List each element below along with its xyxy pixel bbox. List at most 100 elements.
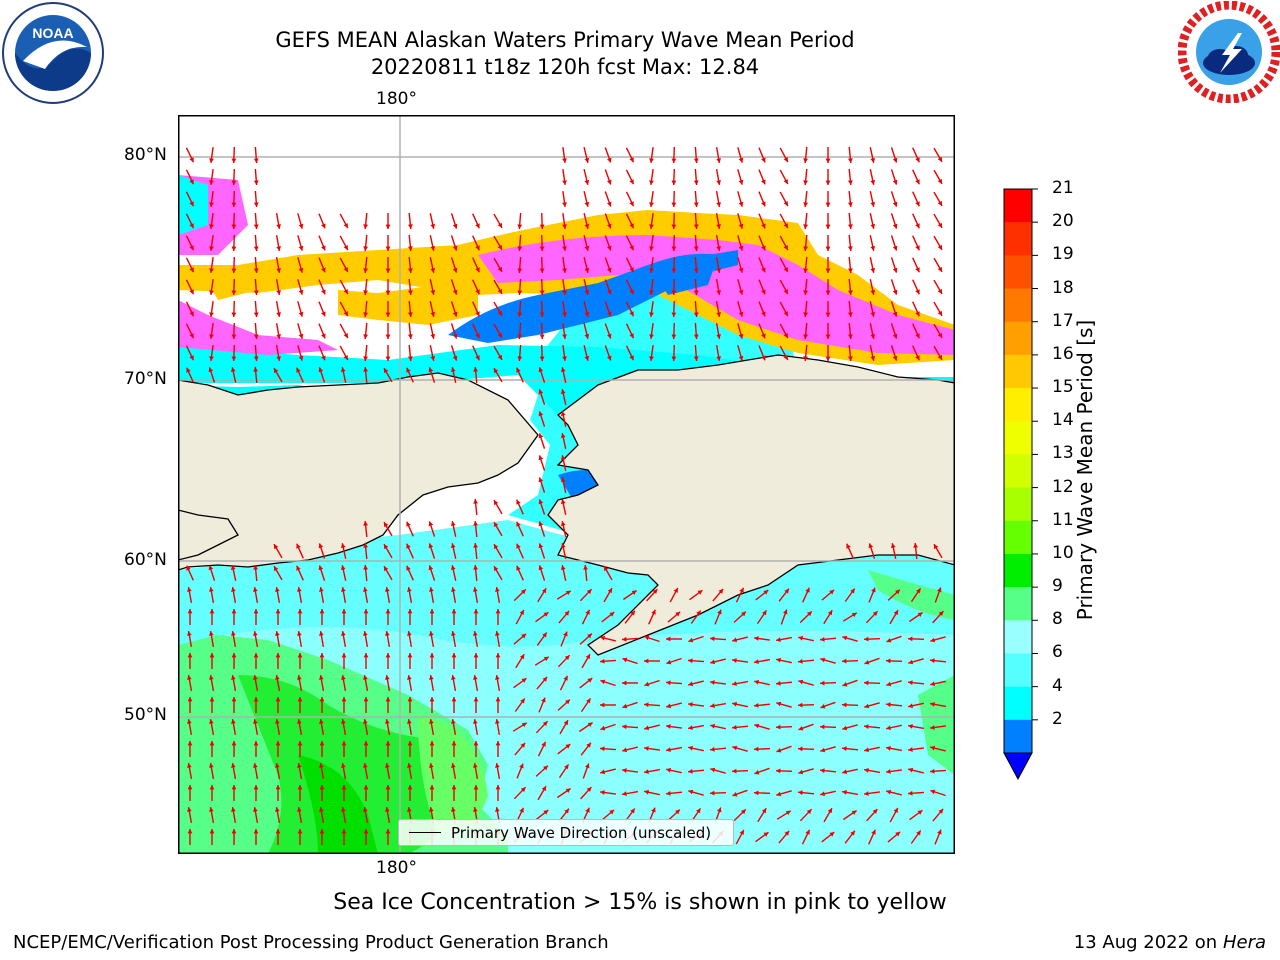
wave-direction-arrowhead bbox=[341, 741, 347, 746]
wave-direction-arrowhead bbox=[587, 633, 592, 639]
wave-direction-arrowhead bbox=[363, 785, 369, 790]
wave-direction-arrowhead bbox=[717, 609, 722, 615]
wave-direction-arrowhead bbox=[495, 719, 500, 724]
wave-direction-arrowhead bbox=[870, 224, 876, 229]
wave-direction-arrowhead bbox=[187, 609, 193, 614]
wave-direction-arrowhead bbox=[429, 719, 434, 724]
wave-direction-arrowhead bbox=[452, 289, 458, 295]
wave-direction-arrowhead bbox=[318, 565, 324, 571]
wave-direction-arrowhead bbox=[937, 244, 942, 250]
wave-direction-arrowhead bbox=[231, 741, 237, 746]
wave-direction-arrowhead bbox=[209, 268, 214, 273]
wave-direction-arrowhead bbox=[738, 157, 744, 163]
wave-direction-arrowhead bbox=[783, 311, 788, 317]
wave-direction-arrowhead bbox=[385, 356, 391, 361]
wave-direction-arrowhead bbox=[916, 588, 921, 594]
wave-direction-arrowhead bbox=[864, 703, 870, 709]
wave-direction-arrowhead bbox=[776, 768, 781, 774]
wave-direction-arrowhead bbox=[541, 697, 546, 703]
wave-direction-arrowhead bbox=[231, 224, 237, 229]
wave-direction-arrowhead bbox=[428, 367, 434, 373]
wave-direction-arrowhead bbox=[783, 267, 788, 273]
wave-direction-arrowhead bbox=[565, 590, 571, 596]
wave-direction-arrowhead bbox=[517, 334, 523, 339]
wave-direction-arrowhead bbox=[820, 768, 825, 773]
wave-direction-arrowhead bbox=[187, 675, 192, 680]
wave-direction-arrowhead bbox=[716, 312, 721, 317]
wave-direction-arrowhead bbox=[892, 333, 898, 339]
colorbar-band bbox=[1004, 222, 1032, 256]
wave-direction-arrowhead bbox=[716, 180, 721, 185]
wave-direction-arrowhead bbox=[520, 589, 526, 595]
wave-direction-arrowhead bbox=[429, 785, 435, 790]
wave-direction-arrowhead bbox=[805, 829, 810, 835]
wave-direction-arrowhead bbox=[520, 787, 526, 793]
wave-direction-arrowhead bbox=[717, 807, 722, 813]
wave-direction-arrowhead bbox=[825, 158, 831, 163]
wave-direction-arrowhead bbox=[253, 224, 259, 229]
wave-direction-arrowhead bbox=[521, 722, 527, 728]
wave-direction-arrowhead bbox=[671, 290, 677, 295]
wave-direction-arrowhead bbox=[384, 368, 389, 374]
colorbar-band bbox=[1004, 421, 1032, 455]
wave-direction-arrowhead bbox=[871, 829, 876, 835]
wave-direction-arrowhead bbox=[763, 832, 769, 837]
wave-direction-arrowhead bbox=[688, 769, 693, 774]
wave-direction-arrowhead bbox=[600, 746, 605, 752]
wave-direction-arrowhead bbox=[913, 543, 918, 548]
wave-direction-arrowhead bbox=[754, 746, 759, 752]
wave-direction-arrowhead bbox=[497, 354, 502, 360]
wave-direction-arrowhead bbox=[673, 587, 678, 593]
wave-direction-arrowhead bbox=[494, 500, 499, 506]
wave-direction-arrowhead bbox=[495, 697, 501, 702]
wave-direction-arrowhead bbox=[585, 763, 590, 769]
wave-direction-arrowhead bbox=[607, 223, 612, 229]
wave-direction-arrowhead bbox=[937, 310, 942, 316]
wave-direction-arrowhead bbox=[276, 334, 281, 339]
wave-direction-arrowhead bbox=[688, 725, 693, 730]
colorbar-band bbox=[1004, 653, 1032, 688]
colorbar-tick-label: 2 bbox=[1052, 708, 1063, 729]
wave-direction-arrowhead bbox=[738, 245, 744, 251]
wave-direction-arrowhead bbox=[798, 659, 803, 664]
wave-direction-arrowhead bbox=[629, 289, 634, 295]
wave-direction-arrowhead bbox=[893, 807, 898, 813]
wave-direction-arrowhead bbox=[341, 763, 346, 768]
wave-direction-arrowhead bbox=[209, 180, 214, 185]
wave-direction-arrowhead bbox=[644, 635, 650, 641]
wave-direction-arrowhead bbox=[710, 767, 716, 773]
wave-direction-arrowhead bbox=[189, 245, 194, 251]
wave-direction-arrowhead bbox=[231, 675, 236, 680]
wave-direction-arrowhead bbox=[385, 741, 391, 746]
wave-direction-arrowhead bbox=[253, 246, 259, 251]
wave-direction-arrowhead bbox=[560, 367, 566, 372]
wave-direction-arrowhead bbox=[363, 719, 368, 724]
wave-direction-arrowhead bbox=[688, 681, 694, 687]
wave-direction-arrowhead bbox=[930, 725, 935, 730]
wave-direction-arrowhead bbox=[754, 659, 759, 664]
wave-direction-arrowhead bbox=[473, 763, 478, 768]
wave-direction-arrowhead bbox=[890, 543, 896, 548]
wave-direction-arrowhead bbox=[937, 200, 942, 206]
wave-direction-arrowhead bbox=[519, 609, 524, 615]
wave-direction-arrowhead bbox=[253, 290, 259, 295]
wave-direction-arrowhead bbox=[341, 807, 346, 812]
wave-direction-arrowhead bbox=[428, 521, 434, 527]
wave-direction-arrowhead bbox=[321, 223, 326, 229]
wave-direction-arrowhead bbox=[517, 356, 523, 361]
wave-direction-arrowhead bbox=[820, 680, 825, 686]
wave-direction-arrowhead bbox=[450, 565, 456, 570]
wave-direction-arrowhead bbox=[563, 631, 568, 637]
wave-direction-arrowhead bbox=[629, 179, 634, 185]
wave-direction-arrowhead bbox=[851, 810, 857, 815]
wave-direction-arrowhead bbox=[562, 334, 567, 339]
wave-direction-arrowhead bbox=[319, 719, 324, 724]
wave-direction-arrowhead bbox=[297, 697, 303, 702]
wave-direction-arrowhead bbox=[784, 588, 789, 594]
wave-direction-arrowhead bbox=[607, 179, 612, 185]
wave-direction-arrowhead bbox=[870, 268, 876, 273]
wave-direction-arrowhead bbox=[495, 631, 500, 636]
wave-direction-arrowhead bbox=[886, 658, 891, 664]
wave-direction-arrowhead bbox=[298, 355, 304, 361]
wave-direction-arrowhead bbox=[187, 653, 193, 658]
